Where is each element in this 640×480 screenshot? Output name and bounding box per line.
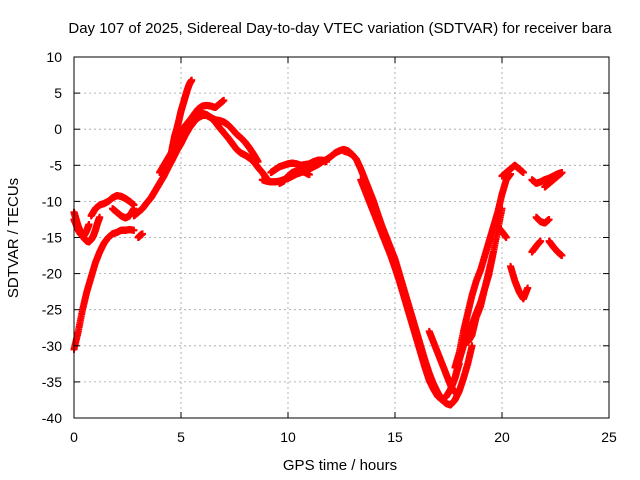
data-point (502, 234, 510, 241)
y-tick-label: -35 (42, 374, 62, 390)
data-point (305, 171, 313, 179)
data-point (138, 230, 146, 238)
y-axis-label: SDTVAR / TECUs (5, 178, 22, 298)
series-arc-early-dip-b (70, 215, 93, 240)
data-point (519, 169, 527, 177)
y-tick-label: -30 (42, 338, 62, 354)
data-point (524, 284, 532, 292)
series-arc-bump-b (109, 205, 138, 222)
data-points (70, 76, 566, 409)
data-point (545, 215, 553, 223)
data-point (558, 169, 566, 177)
y-tick-label: -10 (42, 193, 62, 209)
series-arc-late-mid-b (528, 237, 545, 256)
series-arc-late-end (545, 237, 566, 260)
x-tick-label: 25 (601, 429, 617, 445)
y-tick-label: -20 (42, 266, 62, 282)
data-point (537, 237, 545, 245)
series-arc-late-mid (532, 213, 553, 227)
series-arc-rise-early (70, 226, 138, 353)
x-axis-label: GPS time / hours (283, 457, 397, 474)
series-arc-steep-rise (166, 76, 196, 162)
series-arc-late-descend (507, 262, 532, 303)
y-tick-label: -25 (42, 302, 62, 318)
series-arc-rise-main-c (168, 96, 228, 151)
series-arc-short-a (134, 230, 146, 241)
data-point (85, 221, 93, 229)
x-tick-label: 20 (494, 429, 510, 445)
series-arc-mid-plateau-b (267, 156, 331, 177)
data-point (451, 389, 459, 397)
x-tick-label: 15 (387, 429, 403, 445)
series-arc-recovery-c (464, 205, 506, 346)
x-tick-label: 10 (280, 429, 296, 445)
series-arc-late-top (498, 161, 527, 180)
axis-ticks: 0 5 10 15 20 25 10 5 0 -5 -10 -15 -20 -25 -30 -35 -40 (42, 49, 617, 445)
y-tick-label: -15 (42, 230, 62, 246)
y-tick-label: 10 (46, 49, 62, 65)
x-tick-label: 0 (70, 429, 78, 445)
data-point (130, 205, 138, 213)
data-point (96, 213, 104, 221)
y-tick-label: -40 (42, 410, 62, 426)
data-point (323, 158, 331, 166)
data-point (558, 252, 566, 260)
series-arc-late-small (494, 223, 510, 241)
series-arc-recovery-a (451, 170, 515, 371)
data-point (220, 96, 228, 104)
series-arc-early-bump (87, 192, 138, 220)
y-tick-label: 0 (54, 121, 62, 137)
data-point (498, 205, 506, 213)
data-point (254, 158, 262, 166)
grid-lines (74, 57, 609, 418)
y-tick-label: -5 (50, 157, 63, 173)
y-tick-label: 5 (54, 85, 62, 101)
chart-title: Day 107 of 2025, Sidereal Day-to-day VTE… (68, 20, 612, 37)
x-tick-label: 5 (177, 429, 185, 445)
series-arc-mid-plateau-c (275, 167, 313, 187)
data-point (130, 226, 138, 234)
data-point (188, 76, 196, 84)
series-arc-late-right-b (541, 169, 566, 191)
data-point (468, 342, 476, 350)
